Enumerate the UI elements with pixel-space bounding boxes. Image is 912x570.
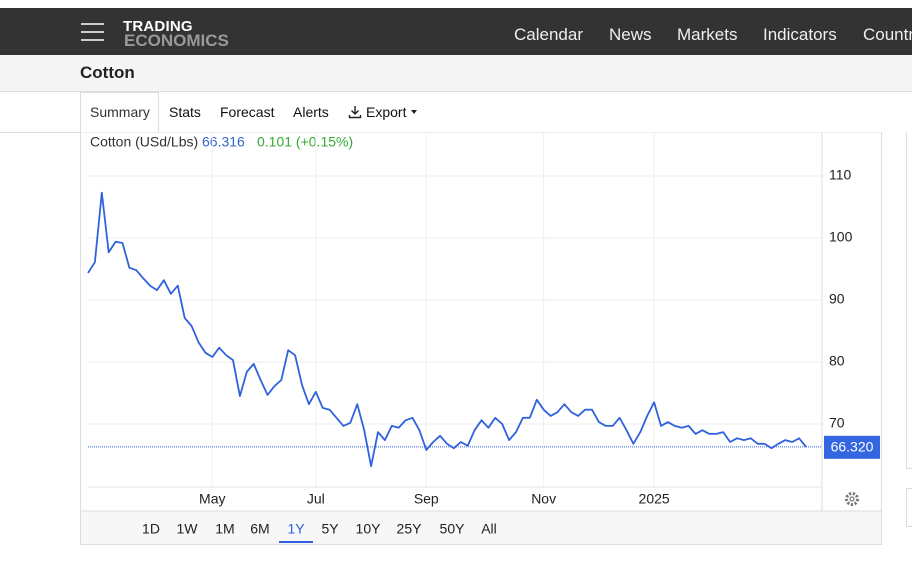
range-button[interactable]: 1D [142, 521, 160, 537]
tab[interactable]: Stats [169, 104, 201, 120]
range-button[interactable]: 1M [215, 521, 234, 537]
last-price-label: 66.320 [831, 439, 874, 455]
tab[interactable]: Forecast [220, 104, 275, 120]
side-panel [906, 132, 912, 469]
x-tick-label: Sep [414, 491, 439, 507]
range-bar [80, 510, 882, 545]
title-bar: Cotton [0, 55, 912, 92]
range-button[interactable]: 50Y [440, 521, 466, 537]
x-tick-label: Jul [307, 491, 325, 507]
range-button[interactable]: 5Y [321, 521, 339, 537]
x-tick-label: May [199, 491, 225, 507]
y-tick-label: 100 [829, 229, 853, 245]
nav-link[interactable]: Countries [863, 25, 912, 44]
logo-top[interactable]: TRADING [123, 18, 193, 35]
range-button[interactable]: 1Y [287, 521, 305, 537]
nav-link[interactable]: Markets [677, 25, 738, 44]
chart-frame [80, 132, 882, 545]
range-button[interactable]: 10Y [356, 521, 382, 537]
download-icon[interactable] [348, 105, 362, 119]
logo-bottom[interactable]: ECONOMICS [124, 31, 229, 50]
range-button[interactable]: 25Y [397, 521, 423, 537]
legend-price: 66.316 [202, 134, 245, 150]
range-button[interactable]: 1W [177, 521, 199, 537]
nav-link[interactable]: Calendar [514, 25, 583, 44]
last-price-box [824, 435, 880, 459]
range-button[interactable]: 6M [250, 521, 269, 537]
dropdown-caret[interactable] [411, 110, 417, 114]
nav-link[interactable]: News [609, 25, 652, 44]
x-tick-label: 2025 [639, 491, 670, 507]
nav-link[interactable]: Indicators [763, 25, 837, 44]
selected-tab-box [80, 92, 159, 133]
range-button[interactable]: All [481, 521, 497, 537]
y-tick-label: 70 [829, 415, 845, 431]
price-line [87, 191, 807, 468]
tab[interactable]: Export [366, 104, 407, 120]
y-tick-label: 110 [829, 167, 852, 183]
menu-icon[interactable] [81, 22, 105, 42]
tab[interactable]: Summary [90, 104, 150, 120]
y-tick-label: 90 [829, 291, 845, 307]
x-tick-label: Nov [531, 491, 556, 507]
side-panel [906, 488, 912, 527]
range-underline [279, 541, 313, 543]
settings-icon[interactable] [845, 492, 859, 506]
download-glyph [348, 106, 362, 119]
legend-change: 0.101 (+0.15%) [257, 134, 353, 150]
legend-name: Cotton (USd/Lbs) [90, 134, 198, 150]
y-tick-label: 80 [829, 353, 845, 369]
page-title: Cotton [80, 63, 135, 82]
tab[interactable]: Alerts [293, 104, 329, 120]
chart: Cotton (USd/Lbs) 66.316 0.101 (+0.15%) 7… [80, 132, 882, 545]
nav-bar: TRADING ECONOMICS Calendar News Markets … [0, 8, 912, 55]
